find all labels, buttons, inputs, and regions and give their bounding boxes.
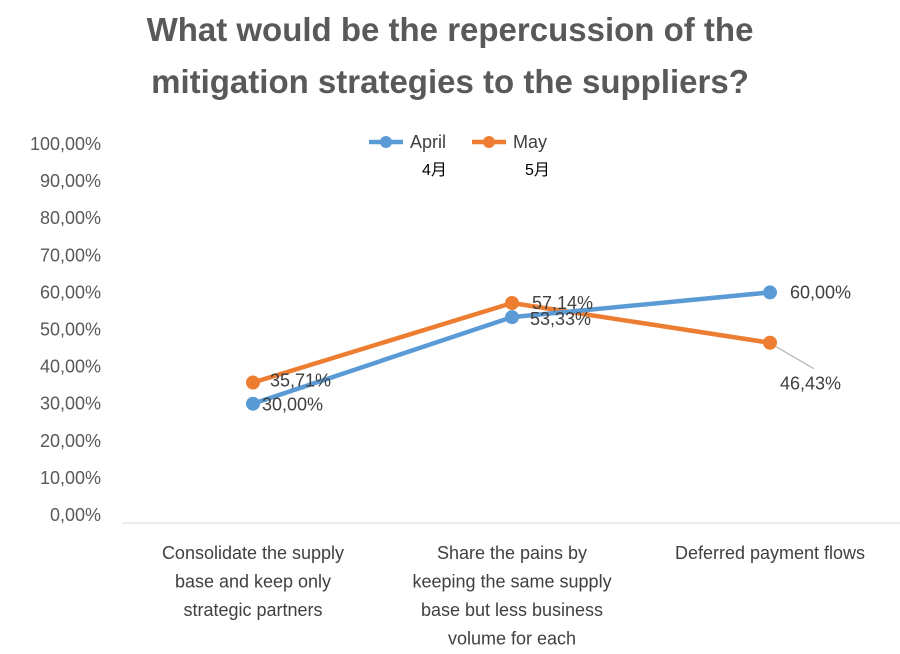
data-label: 53,33% bbox=[530, 309, 591, 329]
data-label: 30,00% bbox=[262, 395, 323, 415]
y-tick-label: 70,00% bbox=[40, 245, 101, 265]
data-label: 60,00% bbox=[790, 282, 851, 302]
chart-title-line-1: What would be the repercussion of the bbox=[146, 11, 754, 48]
legend-sublabel: 5月 bbox=[525, 162, 550, 179]
data-label: 46,43% bbox=[780, 374, 841, 394]
legend-label: April bbox=[410, 132, 446, 152]
data-point-april bbox=[246, 396, 260, 411]
legend-swatch-marker bbox=[483, 136, 495, 148]
y-tick-label: 20,00% bbox=[40, 431, 101, 451]
y-tick-label: 100,00% bbox=[30, 134, 101, 154]
x-axis: Consolidate the supply base and keep only… bbox=[122, 522, 900, 649]
data-point-april bbox=[763, 285, 777, 300]
data-point-may bbox=[246, 375, 260, 390]
legend-sublabel: 4月 bbox=[422, 162, 447, 179]
label-leader-line bbox=[775, 346, 815, 370]
y-tick-label: 30,00% bbox=[40, 394, 101, 414]
legend-swatch-marker bbox=[380, 136, 392, 148]
series-layer bbox=[246, 285, 777, 411]
y-tick-label: 0,00% bbox=[50, 505, 101, 525]
x-tick-label: Share the pains by keeping the same suppl… bbox=[412, 543, 611, 649]
y-tick-label: 60,00% bbox=[40, 282, 101, 302]
y-tick-label: 80,00% bbox=[40, 208, 101, 228]
data-label: 57,14% bbox=[532, 293, 593, 313]
x-tick-label: Deferred payment flows bbox=[675, 543, 865, 563]
x-tick-label: Consolidate the supply base and keep only… bbox=[162, 543, 344, 620]
legend-label: May bbox=[513, 132, 547, 152]
data-point-may bbox=[505, 296, 519, 311]
y-tick-label: 10,00% bbox=[40, 468, 101, 488]
y-tick-label: 90,00% bbox=[40, 171, 101, 191]
y-tick-label: 50,00% bbox=[40, 320, 101, 340]
data-label: 35,71% bbox=[270, 371, 331, 391]
y-tick-label: 40,00% bbox=[40, 357, 101, 377]
legend: April 4月 May 5月 bbox=[369, 132, 550, 179]
data-point-may bbox=[763, 335, 777, 350]
chart-title-line-2: mitigation strategies to the suppliers? bbox=[151, 63, 749, 100]
y-axis: 0,00% 10,00% 20,00% 30,00% 40,00% 50,00% 60,00… bbox=[30, 134, 101, 525]
data-labels: 30,00% 53,33% 60,00% 35,71% 57,14% 46,43% bbox=[262, 282, 851, 414]
data-point-april bbox=[505, 310, 519, 325]
chart-title: What would be the repercussion of the mi… bbox=[0, 4, 900, 108]
